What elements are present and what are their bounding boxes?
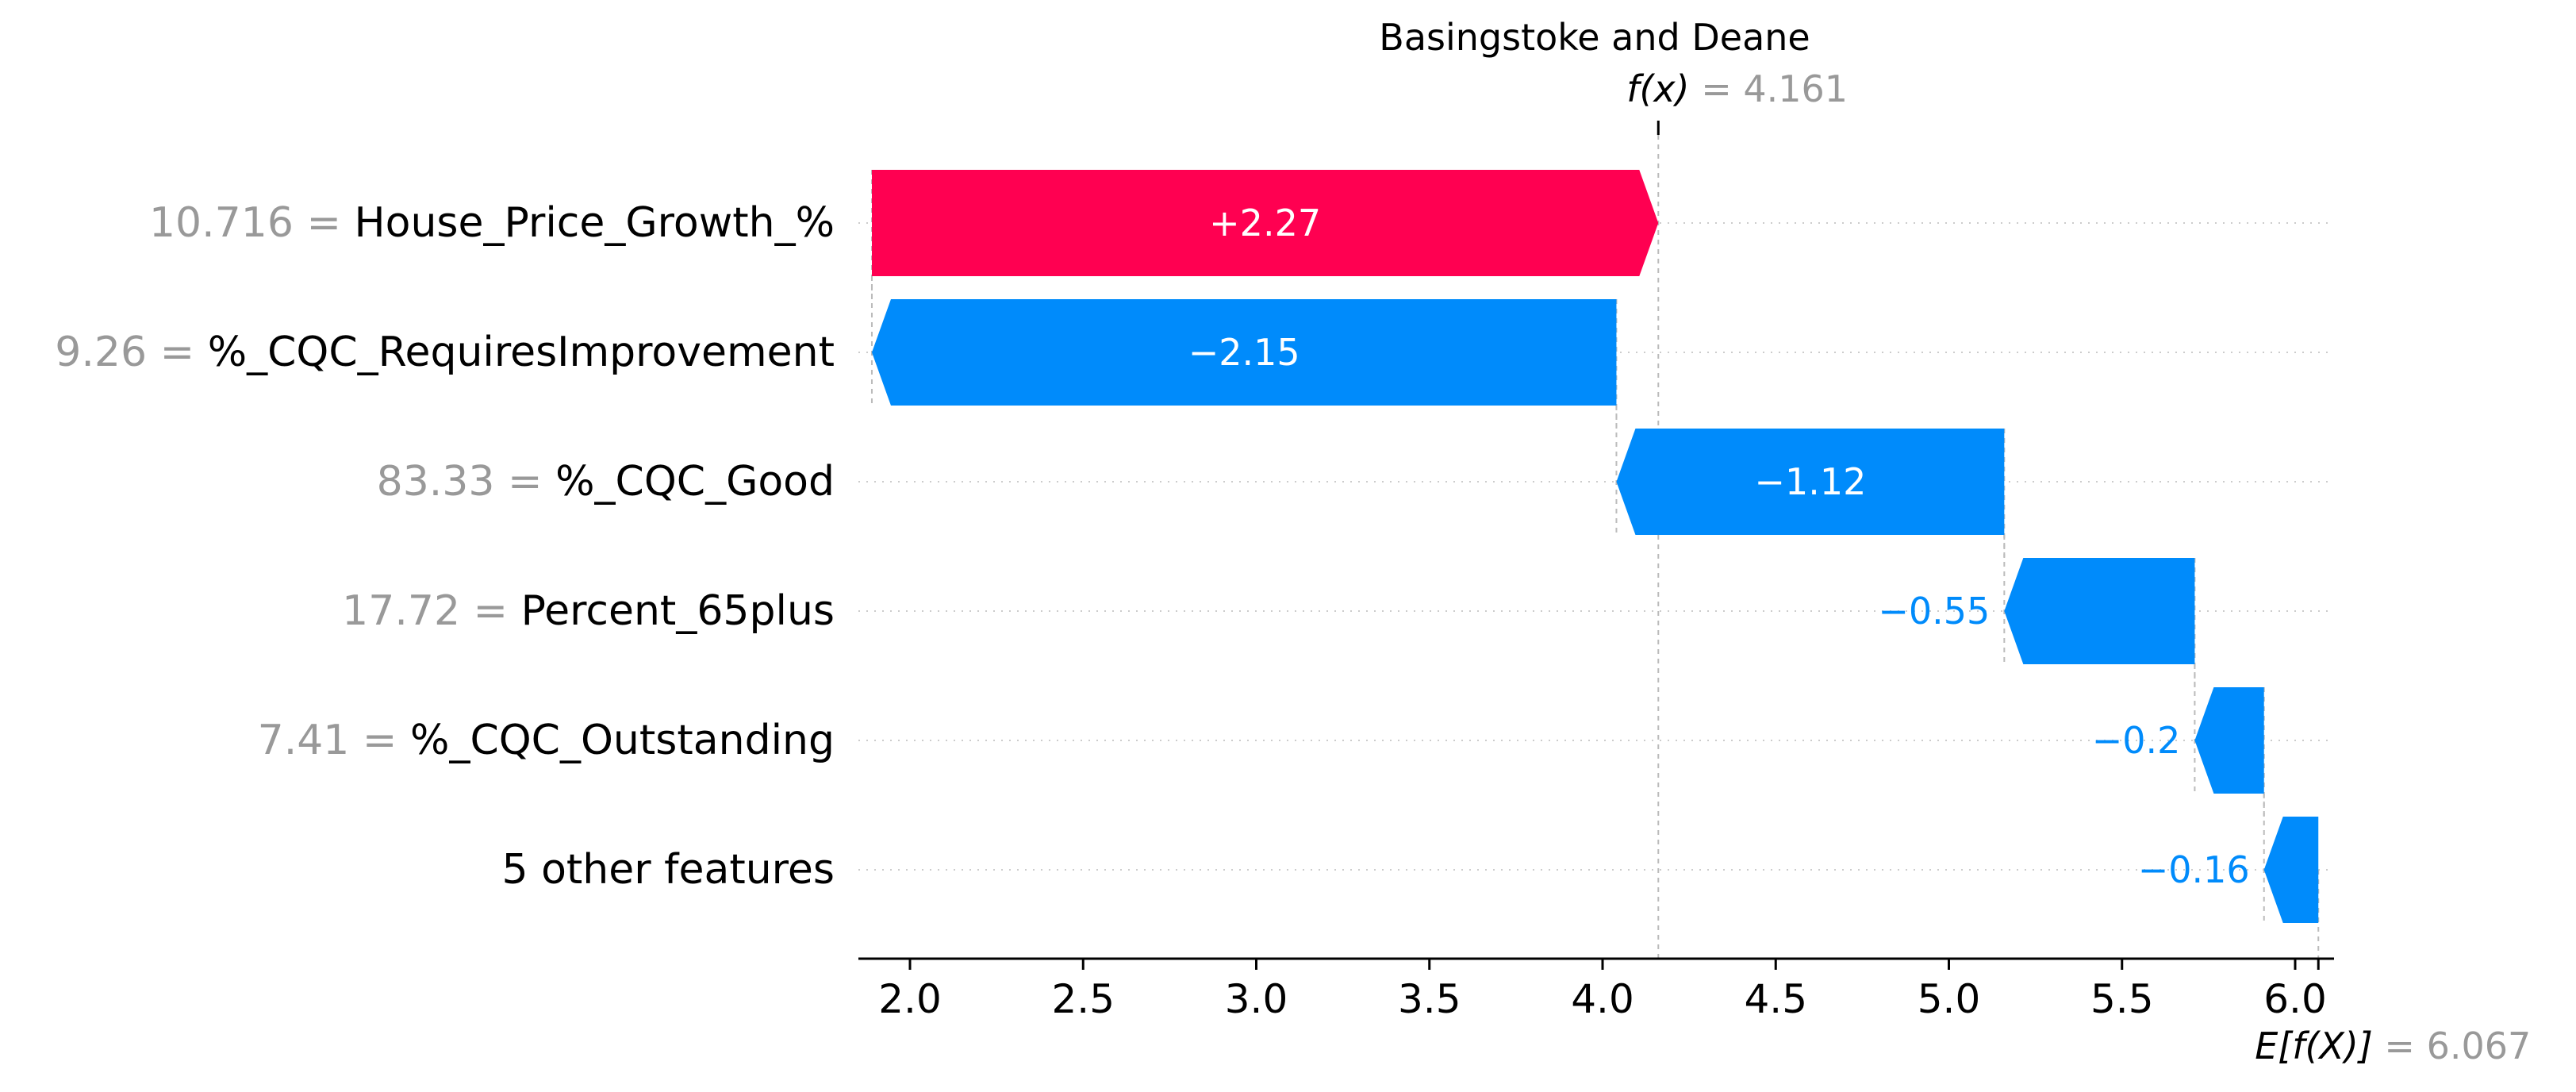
- shap-bar: [2004, 558, 2195, 664]
- x-tick-label: 3.5: [1398, 976, 1461, 1022]
- shap-bar: [1616, 429, 2005, 535]
- x-tick-label: 2.5: [1051, 976, 1115, 1022]
- shap-bar: [871, 170, 1659, 276]
- feature-name: House_Price_Growth_%: [355, 199, 835, 247]
- x-tick-label: 5.5: [2090, 976, 2154, 1022]
- ex-value: = 6.067: [2384, 1025, 2531, 1067]
- feature-labels: 10.716 = House_Price_Growth_% 9.26 = %_CQ…: [55, 199, 835, 894]
- feature-value: 83.33 =: [377, 458, 556, 506]
- feature-value: 7.41 =: [258, 717, 410, 764]
- feature-label: 7.41 = %_CQC_Outstanding: [258, 717, 835, 764]
- shap-value-label: −0.55: [1878, 590, 1990, 633]
- feature-value: 10.716 =: [149, 199, 355, 247]
- feature-value: 9.26 =: [55, 329, 207, 376]
- shap-value-label: −2.15: [1188, 331, 1300, 374]
- feature-label: 83.33 = %_CQC_Good: [377, 458, 835, 506]
- feature-name: Percent_65plus: [521, 587, 835, 635]
- fx-value: = 4.161: [1701, 67, 1848, 110]
- x-tick-label: 4.0: [1571, 976, 1634, 1022]
- shap-value-label: +2.27: [1209, 202, 1321, 244]
- x-tick-label: 2.0: [878, 976, 942, 1022]
- shap-bar: [2263, 817, 2319, 923]
- feature-name: %_CQC_Outstanding: [410, 717, 835, 764]
- x-tick-label: 5.0: [1918, 976, 1981, 1022]
- feature-label: 5 other features: [501, 846, 835, 894]
- shap-value-label: −0.2: [2092, 719, 2181, 762]
- shap-value-label: −1.12: [1754, 460, 1866, 503]
- x-tick-label: 4.5: [1744, 976, 1807, 1022]
- shap-value-label: −0.16: [2138, 848, 2250, 891]
- bars-layer: +2.27 −2.15 −1.12 −0.55 −0.2 −0.16: [871, 170, 2319, 923]
- feature-label: 17.72 = Percent_65plus: [342, 587, 835, 635]
- x-axis: 2.0 2.5 3.0 3.5 4.0 4.5 5.0 5.5 6.0E[f(X)] = 6.0…: [858, 957, 2531, 1067]
- ex-annotation: E[f(X)] = 6.067: [2255, 1025, 2531, 1067]
- chart-header: Basingstoke and Deane f(x) = 4.161: [1379, 16, 1848, 135]
- fx-label: f(x): [1626, 67, 1701, 110]
- shap-bar: [871, 299, 1617, 406]
- ex-label: E[f(X)]: [2255, 1025, 2384, 1067]
- shap-bar: [2194, 687, 2264, 794]
- x-tick-label: 3.0: [1225, 976, 1288, 1022]
- feature-name: %_CQC_RequiresImprovement: [208, 329, 835, 376]
- feature-label: 9.26 = %_CQC_RequiresImprovement: [55, 329, 835, 376]
- fx-annotation: f(x) = 4.161: [1626, 67, 1848, 110]
- feature-name: 5 other features: [501, 846, 835, 894]
- x-tick-label: 6.0: [2263, 976, 2327, 1022]
- feature-name: %_CQC_Good: [555, 458, 835, 506]
- feature-label: 10.716 = House_Price_Growth_%: [149, 199, 835, 247]
- feature-value: 17.72 =: [342, 587, 521, 635]
- chart-title: Basingstoke and Deane: [1379, 16, 1810, 59]
